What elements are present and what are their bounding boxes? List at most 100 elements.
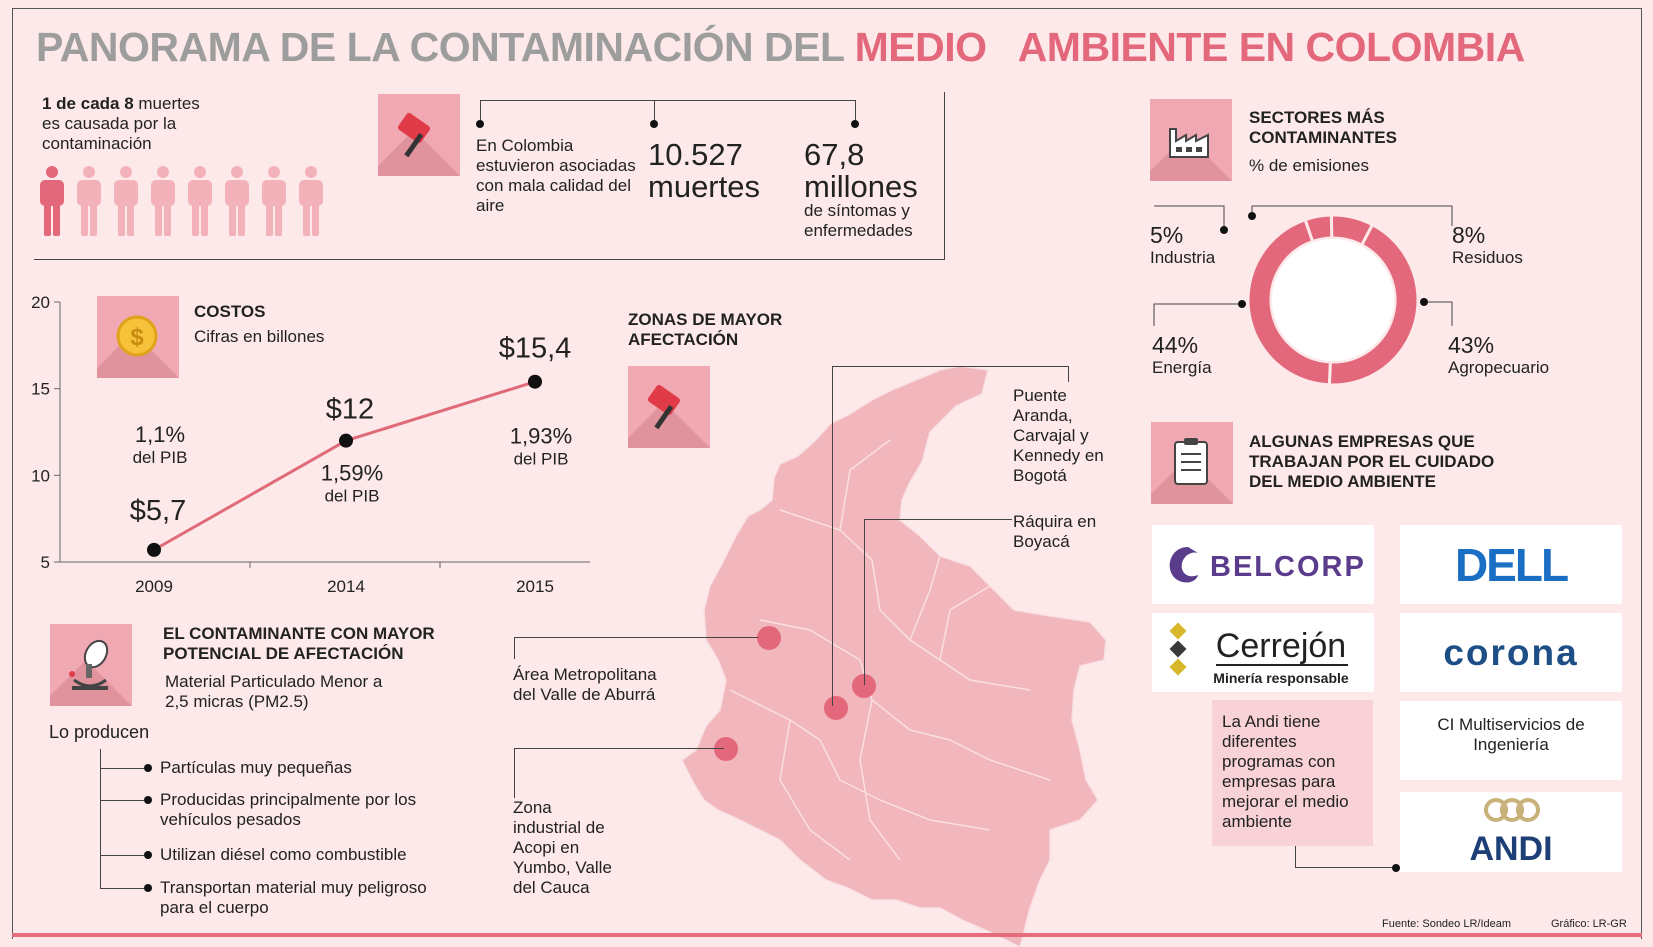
cost-point xyxy=(528,374,542,389)
person-icon xyxy=(151,166,175,236)
infographic-frame xyxy=(12,8,1642,939)
footer-source: Fuente: Sondeo LR/Ideam xyxy=(1382,918,1512,930)
sectors-subtitle: % de emisiones xyxy=(1249,156,1370,175)
deaths-number: 10.527 xyxy=(648,137,743,172)
pollutant-description: Material Particulado Menor a 2,5 micras … xyxy=(165,672,383,711)
pib-value-label: 1,59% xyxy=(321,461,383,486)
people-row xyxy=(38,166,338,238)
cost-value-label: $5,7 xyxy=(130,495,186,527)
sector-label: Industria xyxy=(1150,248,1216,267)
donut-slice-industria xyxy=(1303,213,1334,244)
producer-item-text: Partículas muy pequeñas xyxy=(160,758,352,777)
x-tick-label: 2009 xyxy=(135,577,173,596)
producer-item-text: Utilizan diésel como combustible xyxy=(160,845,407,864)
air-label: En Colombia estuvieron asociadas con mal… xyxy=(476,136,636,215)
gavel-icon-box xyxy=(378,94,460,176)
person-icon xyxy=(40,166,64,236)
y-tick-label: 5 xyxy=(41,553,50,572)
svg-text:$: $ xyxy=(130,324,144,351)
person-icon xyxy=(262,166,286,236)
clipboard-icon xyxy=(1174,438,1208,485)
sector-label: Energía xyxy=(1152,358,1212,377)
cost-value-label: $12 xyxy=(326,394,374,426)
zone-label-aburra: Área Metropolitana del Valle de Aburrá xyxy=(513,665,657,704)
producers-label: Lo producen xyxy=(49,722,150,742)
producer-item-text: Producidas principalmente por los vehícu… xyxy=(160,790,417,829)
cost-point xyxy=(147,542,161,557)
svg-text:ANDI: ANDI xyxy=(1469,830,1552,868)
bottom-accent-bar xyxy=(12,933,1642,937)
microscope-icon xyxy=(69,639,109,690)
companies-title: ALGUNAS EMPRESAS QUE TRABAJAN POR EL CUI… xyxy=(1249,432,1495,491)
producer-item-text: Transportan material muy peligroso para … xyxy=(160,878,427,917)
deaths-caption: 1 de cada 8 muertes es causada por la co… xyxy=(42,94,200,153)
pib-caption: del PIB xyxy=(325,487,380,506)
person-icon xyxy=(114,166,138,236)
sectors-title: SECTORES MÁS CONTAMINANTES xyxy=(1249,108,1397,147)
air-bracket-line xyxy=(480,100,856,101)
y-tick-label: 15 xyxy=(31,380,50,399)
sector-percent: 44% xyxy=(1152,332,1199,358)
zone-label-yumbo: Zona industrial de Acopi en Yumbo, Valle… xyxy=(513,798,612,897)
zone-marker-yumbo xyxy=(714,737,738,761)
belcorp-logo: BELCORP xyxy=(1152,525,1374,604)
cost-point xyxy=(339,433,353,448)
person-icon xyxy=(188,166,212,236)
pib-value-label: 1,1% xyxy=(135,422,185,447)
cerrejon-logo: Cerrejón Minería responsable xyxy=(1152,613,1374,692)
zones-gavel-icon-box xyxy=(628,366,710,448)
cost-value-label: $15,4 xyxy=(499,333,572,365)
sector-percent: 8% xyxy=(1452,222,1486,248)
pib-caption: del PIB xyxy=(133,448,188,467)
y-tick-label: 10 xyxy=(31,466,50,485)
zones-title: ZONAS DE MAYOR AFECTACIÓN xyxy=(628,310,783,349)
costs-subtitle: Cifras en billones xyxy=(194,327,325,346)
sectors-donut-chart xyxy=(1153,205,1453,387)
zone-label-raquira: Ráquira en Boyacá xyxy=(1013,512,1097,551)
microscope-icon-box xyxy=(50,624,132,706)
x-tick-label: 2015 xyxy=(516,577,554,596)
page-title: PANORAMA DE LA CONTAMINACIÓN DEL MEDIO A… xyxy=(36,24,1525,70)
corona-logo: corona xyxy=(1400,613,1622,692)
zone-marker-aburra xyxy=(757,626,781,650)
coin-icon: $ xyxy=(116,315,158,357)
factory-icon-box xyxy=(1150,99,1232,181)
zone-marker-raquira xyxy=(852,674,876,698)
gavel-icon xyxy=(397,112,431,158)
person-icon xyxy=(77,166,101,236)
y-tick-label: 20 xyxy=(31,293,50,312)
pib-value-label: 1,93% xyxy=(510,424,572,449)
svg-text:DELL: DELL xyxy=(1455,539,1568,591)
section-divider xyxy=(34,259,945,260)
deaths-unit: muertes xyxy=(648,169,760,204)
affected-caption: de síntomas y enfermedades xyxy=(804,201,913,240)
ci-multiservicios-logo: CI Multiservicios de Ingeniería xyxy=(1400,701,1622,780)
coin-icon-box: $ xyxy=(97,296,179,378)
pib-caption: del PIB xyxy=(514,450,569,469)
sector-label: Residuos xyxy=(1452,248,1523,267)
sector-percent: 5% xyxy=(1150,222,1184,248)
affected-number: 67,8 xyxy=(804,137,865,172)
costs-title: COSTOS xyxy=(194,302,266,321)
zone-label-bogota: Puente Aranda, Carvajal y Kennedy en Bog… xyxy=(1013,386,1104,485)
svg-text:Minería responsable: Minería responsable xyxy=(1213,670,1349,686)
andi-logo: ANDI xyxy=(1400,792,1622,872)
clipboard-icon-box xyxy=(1151,422,1233,504)
sector-label: Agropecuario xyxy=(1448,358,1550,377)
andi-note: La Andi tiene diferentes programas con e… xyxy=(1212,700,1373,846)
gavel-icon xyxy=(647,384,681,430)
sector-percent: 43% xyxy=(1448,332,1495,358)
zone-marker-bogota xyxy=(824,696,848,720)
person-icon xyxy=(299,166,323,236)
svg-text:Cerrejón: Cerrejón xyxy=(1216,627,1346,665)
footer-credit: Gráfico: LR-GR xyxy=(1551,918,1627,930)
dell-logo: DELL xyxy=(1400,525,1622,604)
pollutant-title: EL CONTAMINANTE CON MAYOR POTENCIAL DE A… xyxy=(163,624,435,663)
x-tick-label: 2014 xyxy=(327,577,365,596)
factory-icon xyxy=(1169,128,1209,158)
colombia-map xyxy=(681,365,1107,947)
affected-unit: millones xyxy=(804,169,918,204)
svg-text:BELCORP: BELCORP xyxy=(1210,551,1366,583)
person-icon xyxy=(225,166,249,236)
